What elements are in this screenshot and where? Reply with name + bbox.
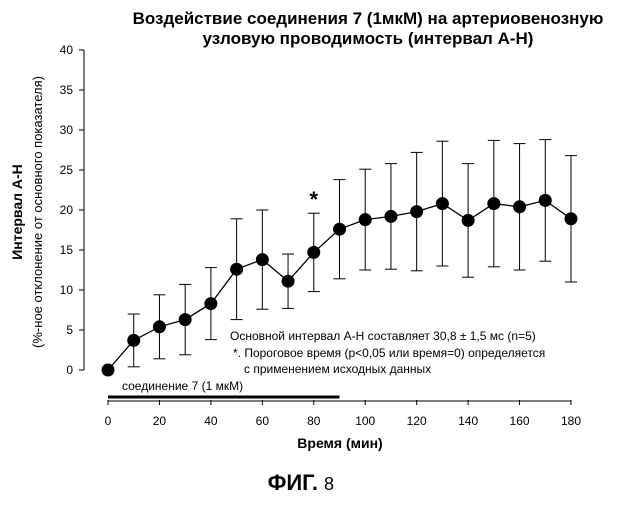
treatment-bar [108, 395, 571, 402]
y-tick-label: 5 [66, 323, 73, 337]
data-point [333, 222, 346, 236]
data-point [435, 197, 449, 211]
x-tick-label: 160 [510, 414, 530, 428]
x-tick-label: 100 [355, 414, 375, 428]
data-point [178, 313, 192, 327]
y-tick-label: 40 [60, 43, 74, 57]
x-tick-label: 80 [307, 414, 321, 428]
data-point [204, 297, 218, 311]
x-tick-label: 140 [458, 414, 478, 428]
data-point [281, 274, 295, 288]
y-axis-label: Интервал А-Н [9, 164, 25, 260]
y-ticks: 0 5 10 15 20 25 30 35 40 [60, 43, 84, 377]
data-point [127, 333, 141, 347]
data-point [101, 363, 115, 377]
treatment-bar-label: соединение 7 (1 мкМ) [122, 379, 243, 393]
data-point [538, 193, 552, 207]
footnote-line2: с применением исходных данных [244, 362, 431, 376]
data-point [255, 253, 269, 267]
data-point [410, 205, 424, 219]
y-tick-label: 25 [60, 163, 74, 177]
x-tick-label: 120 [407, 414, 427, 428]
significance-asterisk: * [309, 187, 318, 212]
y-tick-label: 15 [60, 243, 74, 257]
x-tick-label: 40 [204, 414, 218, 428]
x-tick-label: 0 [105, 414, 112, 428]
data-point [564, 212, 578, 226]
data-point [152, 320, 166, 334]
x-tick-label: 60 [256, 414, 270, 428]
data-point [384, 209, 398, 223]
x-tick-label: 20 [153, 414, 167, 428]
y-tick-label: 35 [60, 83, 74, 97]
x-axis-label: Время (мин) [297, 435, 382, 451]
chart-title-line2: узловую проводимость (интервал А-Н) [203, 29, 534, 48]
footnote-line1: *. Пороговое время (p<0,05 или время=0) … [233, 346, 545, 360]
y-tick-label: 0 [66, 363, 73, 377]
data-points [101, 193, 578, 377]
data-point [513, 200, 527, 214]
y-tick-label: 20 [60, 203, 74, 217]
y-tick-label: 10 [60, 283, 74, 297]
annotations: * [309, 187, 318, 212]
data-point [307, 245, 321, 259]
y-axis-sublabel: (%-ное отклонение от основного показател… [30, 76, 45, 348]
data-point [461, 213, 475, 227]
data-point [230, 262, 244, 276]
y-tick-label: 30 [60, 123, 74, 137]
baseline-note: Основной интервал А-Н составляет 30,8 ± … [230, 329, 536, 343]
chart-title-line1: Воздействие соединения 7 (1мкМ) на артер… [133, 9, 604, 28]
data-point [487, 197, 501, 211]
x-ticks: 0 20 40 60 80 100 120 140 160 180 [105, 400, 581, 428]
data-point [358, 213, 372, 227]
figure-caption-number: 8 [324, 474, 334, 494]
figure-caption-prefix: ФИГ. [268, 470, 318, 495]
x-tick-label: 180 [561, 414, 581, 428]
